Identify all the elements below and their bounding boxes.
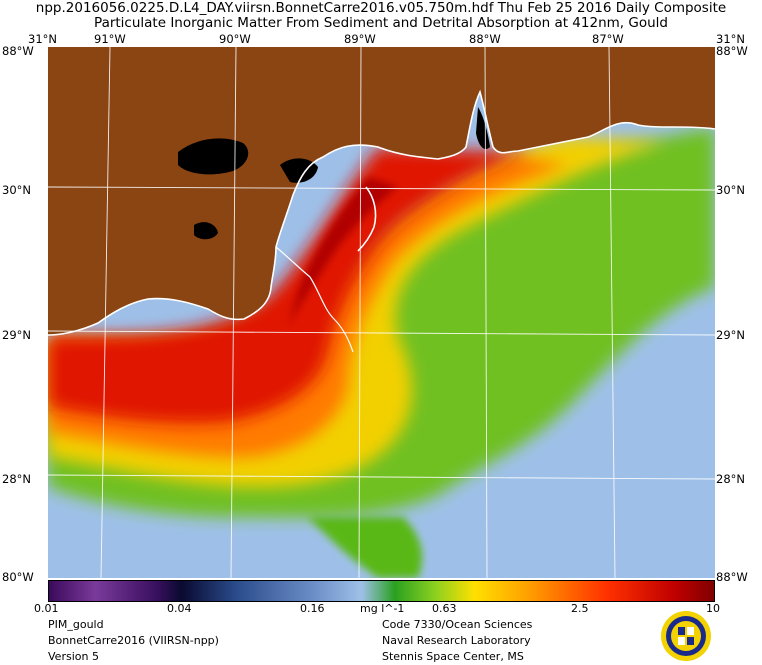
lon-label-90w: 90°W (219, 32, 251, 46)
plume-green-south (308, 517, 423, 578)
lat-label-right-28n: 28°N (716, 472, 745, 486)
lat-label-left-28n: 28°N (2, 472, 31, 486)
footer-right: Code 7330/Ocean Sciences Naval Research … (382, 617, 532, 665)
footer-version: Version 5 (48, 650, 99, 663)
lon-label-88w: 88°W (469, 32, 501, 46)
colorbar-tick-0.63: 0.63 (432, 602, 457, 615)
corner-label-bottom-left: 80°W (2, 570, 34, 584)
corner-label-top-left: 31°N (28, 32, 57, 46)
colorbar-tick-0.01: 0.01 (34, 602, 59, 615)
nrl-seal-icon (661, 611, 711, 661)
lat-label-left-30n: 30°N (2, 183, 31, 197)
footer-code: Code 7330/Ocean Sciences (382, 618, 533, 631)
lon-label-91w: 91°W (94, 32, 126, 46)
colorbar-tick-10: 10 (706, 602, 720, 615)
colorbar-units: mg l^-1 (360, 602, 405, 615)
mobile-bay (476, 107, 490, 150)
corner-label-bottom-right: 88°W (716, 570, 748, 584)
lat-label-left-29n: 29°N (2, 328, 31, 342)
corner-label-left-stack: 88°W (2, 44, 34, 58)
footer-region-sensor: BonnetCarre2016 (VIIRSN-npp) (48, 634, 219, 647)
lon-label-89w: 89°W (344, 32, 376, 46)
lat-label-right-30n: 30°N (716, 183, 745, 197)
header-product-title: Particulate Inorganic Matter From Sedime… (94, 15, 668, 31)
satellite-map (48, 47, 715, 578)
footer-product-name: PIM_gould (48, 618, 104, 631)
footer-left: PIM_gould BonnetCarre2016 (VIIRSN-npp) V… (48, 617, 219, 665)
land-mass (48, 47, 715, 335)
plume-dark-red (288, 177, 398, 327)
corner-label-right-stack: 88°W (716, 44, 748, 58)
footer-location: Stennis Space Center, MS (382, 650, 524, 663)
colorbar-tick-0.04: 0.04 (167, 602, 192, 615)
plume-red (48, 147, 528, 424)
bay-west (194, 222, 218, 240)
colorbar (48, 580, 715, 602)
chandeleur-islands (357, 186, 377, 252)
coastline (48, 89, 715, 336)
colorbar-tick-0.16: 0.16 (300, 602, 325, 615)
lake-pontchartrain (178, 138, 249, 175)
graticule (48, 47, 715, 578)
header-filename-date: npp.2016056.0225.D.L4_DAY.viirsn.BonnetC… (35, 0, 727, 16)
lon-label-87w: 87°W (592, 32, 624, 46)
colorbar-tick-2.5: 2.5 (571, 602, 589, 615)
lake-borgne (280, 158, 318, 183)
footer-lab: Naval Research Laboratory (382, 634, 531, 647)
corner-label-top-right: 31°N (716, 32, 745, 46)
lat-label-right-29n: 29°N (716, 328, 745, 342)
